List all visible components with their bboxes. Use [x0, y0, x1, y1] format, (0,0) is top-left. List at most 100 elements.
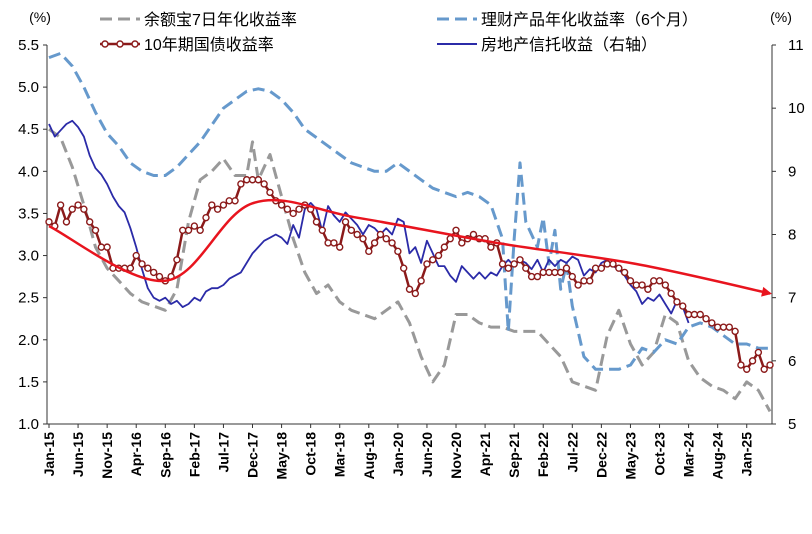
legend-label-trust: 房地产信托收益（右轴）	[481, 36, 657, 54]
data-point-bond10y	[149, 268, 158, 277]
y-right-tick-label: 11	[788, 37, 804, 54]
data-point-bond10y	[208, 201, 216, 209]
y-left-tick-label: 4.5	[18, 121, 39, 138]
data-point-bond10y	[533, 272, 542, 281]
data-point-bond10y	[539, 268, 547, 277]
data-point-bond10y	[650, 277, 658, 285]
data-point-bond10y	[417, 277, 425, 285]
data-point-bond10y	[591, 264, 600, 272]
x-tick-label: Nov-15	[99, 432, 115, 479]
x-tick-label: Oct-23	[652, 432, 668, 476]
data-point-bond10y	[347, 226, 356, 234]
data-point-bond10y	[312, 218, 321, 226]
data-point-bond10y	[242, 176, 251, 184]
data-point-bond10y	[74, 201, 82, 209]
legend-marker	[131, 40, 139, 48]
data-point-bond10y	[213, 205, 222, 213]
data-point-bond10y	[237, 180, 245, 188]
data-point-bond10y	[748, 357, 757, 365]
data-point-bond10y	[382, 235, 390, 243]
data-point-bond10y	[68, 205, 76, 213]
data-point-bond10y	[155, 272, 164, 281]
data-point-bond10y	[458, 239, 466, 247]
trend-arrow	[48, 198, 772, 297]
x-tick-label: Sep-21	[506, 432, 522, 478]
data-point-bond10y	[719, 323, 728, 331]
x-tick-label: Aug-19	[361, 432, 377, 480]
data-point-bond10y	[388, 239, 396, 247]
data-point-bond10y	[336, 243, 344, 251]
data-point-bond10y	[737, 361, 745, 369]
series-wealth	[48, 51, 770, 371]
data-point-bond10y	[225, 197, 233, 205]
data-point-bond10y	[144, 264, 152, 272]
data-point-bond10y	[702, 315, 710, 323]
y-right-tick-label: 5	[788, 416, 796, 433]
x-tick-label: Oct-18	[303, 432, 319, 476]
x-tick-label: Nov-20	[448, 432, 464, 479]
x-tick-label: Jul-22	[564, 432, 580, 473]
data-point-bond10y	[353, 230, 361, 239]
data-point-bond10y	[580, 277, 588, 285]
data-point-bond10y	[179, 226, 187, 234]
y-right-tick-label: 6	[788, 353, 796, 370]
data-point-bond10y	[725, 323, 733, 331]
data-point-bond10y	[504, 264, 513, 272]
series-layer	[45, 51, 774, 413]
y-left-tick-label: 3.5	[18, 205, 39, 222]
data-point-bond10y	[574, 281, 582, 289]
data-point-bond10y	[318, 226, 326, 234]
x-tick-label: May-23	[622, 432, 638, 480]
data-point-bond10y	[202, 213, 210, 222]
y-right-tick-label: 10	[788, 100, 805, 117]
data-point-bond10y	[295, 205, 303, 213]
data-point-bond10y	[551, 268, 559, 277]
data-point-bond10y	[516, 256, 524, 264]
data-point-bond10y	[376, 230, 385, 239]
data-point-bond10y	[620, 268, 629, 277]
data-point-bond10y	[562, 264, 571, 272]
legend-label-yuebao: 余额宝7日年化收益率	[144, 10, 297, 29]
y-right-tick-label: 8	[788, 227, 796, 244]
data-point-bond10y	[80, 205, 88, 213]
x-tick-label: Apr-21	[477, 432, 493, 477]
data-point-bond10y	[365, 247, 373, 256]
series-trust	[48, 119, 690, 324]
data-point-bond10y	[184, 226, 193, 234]
data-point-bond10y	[394, 247, 402, 256]
y-left-tick-label: 4.0	[18, 163, 39, 180]
data-point-bond10y	[405, 285, 414, 293]
data-point-bond10y	[754, 348, 763, 357]
data-point-bond10y	[370, 239, 379, 247]
data-point-bond10y	[603, 260, 611, 268]
x-tick-label: Jan-15	[41, 432, 57, 477]
data-point-bond10y	[126, 264, 135, 272]
x-tick-label: Feb-22	[535, 432, 551, 477]
legend-item-wealth: 理财产品年化收益率（6个月）	[437, 11, 698, 29]
data-point-bond10y	[196, 226, 204, 234]
data-point-bond10y	[429, 256, 437, 264]
x-tick-label: Jun-15	[70, 432, 86, 477]
series-yuebao	[48, 127, 772, 413]
legend-label-wealth: 理财产品年化收益率（6个月）	[481, 11, 698, 29]
data-point-bond10y	[190, 222, 199, 230]
data-point-bond10y	[568, 272, 577, 281]
data-point-bond10y	[644, 285, 652, 293]
y-left-tick-label: 5.5	[18, 37, 39, 54]
y-left-tick-label: 5.0	[18, 79, 39, 96]
x-tick-label: Sep-16	[157, 432, 173, 478]
y-right-tick-label: 7	[788, 290, 796, 307]
y-left-tick-label: 1.0	[18, 416, 39, 433]
y-left-tick-label: 2.5	[18, 290, 39, 307]
data-point-bond10y	[173, 256, 181, 264]
legend-item-yuebao: 余额宝7日年化收益率	[100, 10, 297, 29]
data-point-bond10y	[545, 268, 553, 277]
data-point-bond10y	[527, 272, 536, 281]
x-tick-label: Jun-20	[419, 432, 435, 477]
x-tick-label: Mar-19	[332, 432, 348, 477]
data-point-bond10y	[103, 243, 111, 251]
data-point-bond10y	[62, 218, 71, 226]
x-tick-label: Dec-17	[245, 432, 261, 478]
data-point-bond10y	[638, 281, 646, 289]
trend-curve	[48, 198, 771, 295]
